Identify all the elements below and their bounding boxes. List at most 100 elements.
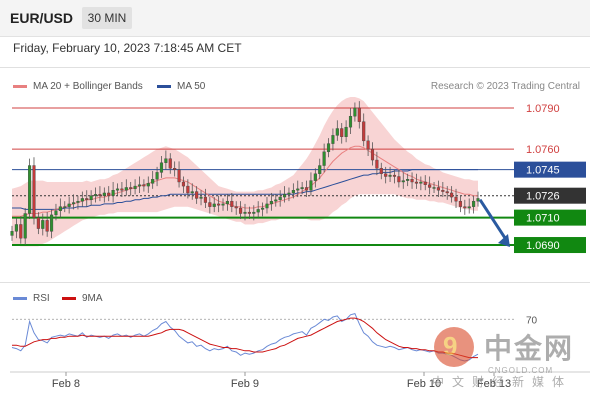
candle-body: [23, 213, 27, 239]
candle-body: [142, 184, 146, 187]
legend-ma20-label: MA 20 + Bollinger Bands: [33, 81, 143, 92]
candle-body: [71, 202, 76, 205]
level-label-1-0760: 1.0760: [526, 144, 560, 156]
candle-body: [36, 217, 40, 229]
candle-body: [137, 184, 142, 187]
candle-body: [326, 143, 331, 153]
candle-body: [67, 203, 71, 207]
candle-body: [129, 187, 133, 190]
ma50-swatch: [157, 85, 171, 88]
candle-body: [76, 200, 80, 203]
candle-body: [291, 190, 295, 194]
candle-body: [296, 188, 300, 191]
level-label-box: [514, 99, 586, 116]
candle-body: [300, 187, 304, 190]
candle-body: [304, 187, 309, 191]
x-tick-label: Feb 9: [231, 378, 259, 390]
candle-body: [375, 159, 379, 169]
candle-body: [190, 191, 194, 194]
level-labels-layer: 1.0790 1.0760 1.0745 1.0726 1.0710 1.0690: [514, 99, 586, 254]
candle-body: [348, 115, 353, 128]
candle-body: [80, 198, 84, 202]
candle-body: [168, 158, 172, 169]
candle-body: [41, 220, 45, 229]
candle-body: [177, 169, 181, 183]
candle-body: [50, 214, 54, 232]
arrow-layer: [478, 198, 510, 248]
candle-body: [318, 165, 322, 174]
candle-body: [85, 198, 89, 201]
candle-body: [93, 194, 98, 196]
level-label-1-0726: 1.0726: [526, 191, 560, 203]
candle-body: [159, 162, 164, 173]
candle-body: [186, 185, 190, 194]
candle-body: [261, 207, 265, 210]
candle-body: [256, 209, 260, 213]
legend-rsi-label: RSI: [33, 293, 50, 304]
candle-body: [463, 206, 467, 209]
rsi-level-label: 70: [526, 315, 538, 326]
candle-body: [384, 173, 388, 177]
candle-body: [28, 165, 32, 214]
candle-body: [120, 188, 124, 191]
candle-body: [414, 181, 419, 184]
candle-body: [203, 196, 207, 203]
candle-body: [410, 179, 414, 183]
timeframe-badge[interactable]: 30 MIN: [82, 7, 132, 29]
legend-rsi-ma-label: 9MA: [82, 293, 103, 304]
candle-body: [397, 176, 401, 183]
cngold-wordmark: 中金网: [484, 333, 575, 364]
symbol-title: EUR/USD: [10, 10, 74, 26]
candle-body: [225, 200, 229, 205]
candle-body: [436, 187, 440, 191]
level-label-box: [514, 141, 586, 158]
candle-body: [195, 191, 199, 199]
candle-body: [14, 224, 18, 232]
candle-body: [217, 203, 221, 206]
candle-body: [63, 206, 67, 208]
candle-body: [406, 179, 410, 181]
candle-body: [441, 190, 445, 192]
candle-body: [344, 126, 348, 137]
rsi-series-rsi: [11, 313, 479, 362]
candles-layer: [10, 101, 480, 246]
level-label-1-0710: 1.0710: [526, 213, 560, 225]
x-tick-label: Feb 10: [407, 378, 441, 390]
candle-body: [428, 184, 432, 188]
level-label-box: [514, 161, 586, 178]
candle-body: [472, 200, 476, 207]
candle-body: [388, 174, 392, 177]
level-label-box: [514, 187, 586, 204]
rsi-swatch: [13, 297, 27, 300]
candle-body: [392, 174, 397, 177]
candle-body: [309, 180, 313, 191]
cngold-watermark: 9 中金网 CNGOLD.COM 中文财经新媒体: [432, 325, 582, 391]
candle-body: [423, 181, 427, 185]
candle-body: [370, 148, 375, 161]
rsi-grid: 70: [12, 315, 538, 326]
candle-body: [58, 206, 62, 211]
legend-ma50-label: MA 50: [177, 81, 206, 92]
rsi-ma-swatch: [62, 297, 76, 300]
candle-body: [265, 203, 269, 209]
candle-body: [89, 195, 93, 201]
candle-body: [283, 194, 287, 198]
candle-body: [335, 128, 339, 136]
candle-body: [111, 190, 115, 196]
timestamp: Friday, February 10, 2023 7:18:45 AM CET: [13, 41, 242, 55]
level-label-1-0690: 1.0690: [526, 240, 560, 252]
rsi-series-9ma: [12, 317, 478, 359]
candle-body: [269, 200, 273, 205]
candle-body: [239, 207, 243, 214]
candle-body: [379, 168, 383, 174]
level-label-box: [514, 237, 586, 254]
candle-body: [45, 220, 49, 232]
rsi-lines: [11, 313, 479, 362]
forecast-arrow-head: [498, 234, 510, 248]
candle-body: [454, 196, 458, 202]
forecast-arrow-shaft: [478, 198, 509, 242]
candle-body: [366, 140, 370, 150]
candle-body: [155, 172, 159, 180]
cngold-site: CNGOLD.COM: [488, 366, 554, 375]
